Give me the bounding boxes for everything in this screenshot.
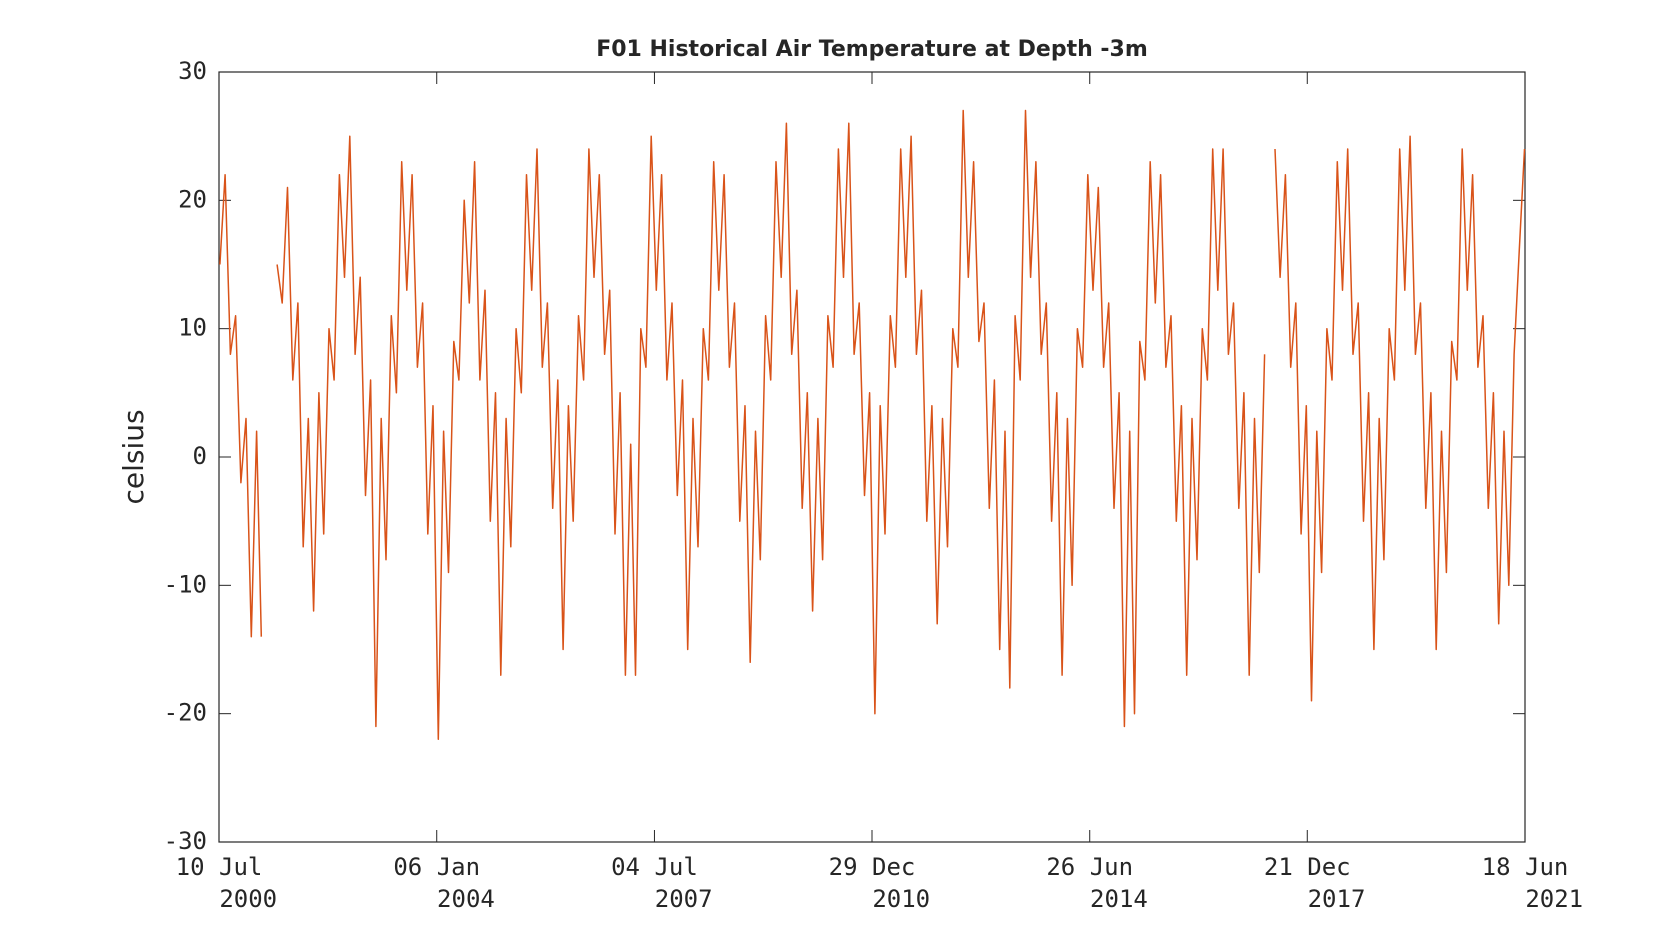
x-tick-label: 21 Dec 2017 (1264, 853, 1365, 913)
plot-area (218, 71, 1526, 843)
data-line (219, 109, 1526, 741)
y-tick-label: 10 (178, 314, 207, 342)
y-tick-label: -10 (164, 570, 207, 598)
x-tick-label: 10 Jul 2000 (176, 853, 277, 913)
y-tick-label: 20 (178, 185, 207, 213)
y-tick-label: -20 (164, 699, 207, 727)
y-tick-label: -30 (164, 827, 207, 855)
x-tick-label: 18 Jun 2021 (1482, 853, 1583, 913)
y-axis-label: celsius (117, 409, 150, 504)
x-tick-label: 04 Jul 2007 (611, 853, 712, 913)
x-tick-label: 06 Jan 2004 (393, 853, 494, 913)
x-tick-label: 29 Dec 2010 (829, 853, 930, 913)
y-tick-label: 0 (193, 442, 207, 470)
chart-title: F01 Historical Air Temperature at Depth … (596, 37, 1148, 62)
x-tick-label: 26 Jun 2014 (1046, 853, 1147, 913)
y-tick-label: 30 (178, 57, 207, 85)
